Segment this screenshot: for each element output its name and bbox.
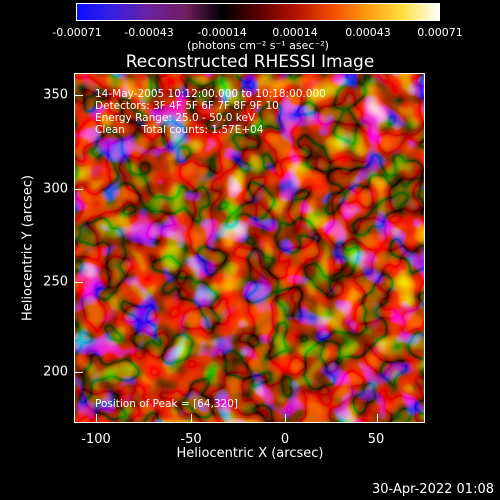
y-tick-mark (75, 95, 83, 96)
colorbar-tick-label: -0.00071 (52, 26, 102, 39)
x-tick-mark (285, 414, 286, 422)
x-tick-mark (191, 414, 192, 422)
detectors-label: Detectors: 3F 4F 5F 6F 7F 8F 9F 10 (95, 100, 279, 112)
peak-position-label: Position of Peak = [64,320] (95, 398, 239, 410)
colorbar-units: (photons cm⁻² s⁻¹ asec⁻²) (187, 39, 329, 52)
clean-total-counts-label: Clean Total counts: 1.57E+04 (95, 124, 264, 136)
colorbar (76, 3, 440, 21)
y-tick-label: 200 (43, 364, 68, 380)
x-tick-label: 50 (367, 432, 385, 447)
render-timestamp: 30-Apr-2022 01:08 (372, 482, 494, 497)
y-axis-label: Heliocentric Y (arcsec) (20, 175, 36, 321)
image-title: Reconstructed RHESSI Image (125, 52, 375, 72)
y-tick-mark (75, 282, 83, 283)
colorbar-tick-label: -0.00043 (124, 26, 174, 39)
x-tick-label: 0 (280, 432, 290, 447)
colorbar-tick-label: -0.00014 (197, 26, 247, 39)
colorbar-tick-label: 0.00043 (345, 26, 391, 39)
y-tick-label: 350 (43, 87, 68, 103)
observation-time: 14-May-2005 10:12:00.000 to 10:18:00.000 (95, 88, 326, 100)
xray-map-image (75, 74, 424, 422)
y-tick-mark (75, 189, 83, 190)
x-axis-label: Heliocentric X (arcsec) (176, 446, 324, 461)
x-tick-label: -100 (81, 432, 111, 447)
y-tick-mark (75, 372, 83, 373)
x-tick-mark (377, 414, 378, 422)
energy-range-label: Energy Range: 25.0 - 50.0 keV (95, 112, 256, 124)
y-tick-label: 300 (43, 181, 68, 197)
colorbar-tick-label: 0.00071 (417, 26, 463, 39)
x-tick-mark (96, 414, 97, 422)
y-tick-label: 250 (43, 274, 68, 290)
colorbar-tick-label: 0.00014 (272, 26, 318, 39)
x-tick-label: -50 (180, 432, 202, 447)
image-plot: 14-May-2005 10:12:00.000 to 10:18:00.000… (74, 73, 425, 423)
